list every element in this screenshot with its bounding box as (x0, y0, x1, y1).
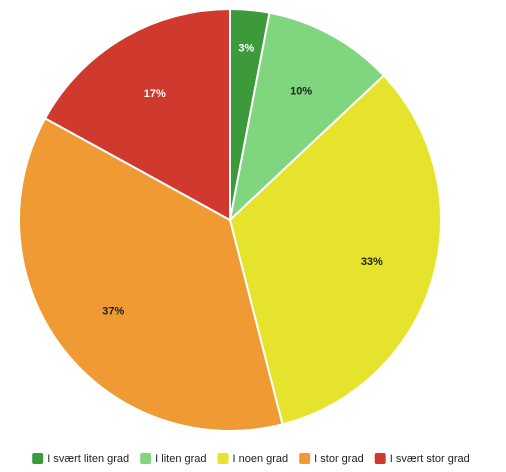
legend-item-i-liten-grad: I liten grad (140, 453, 207, 465)
legend-swatch-i-stor-grad (299, 453, 311, 464)
legend-swatch-i-svaert-stor-grad (374, 453, 386, 464)
slice-label-i-svaert-liten-grad: 3% (238, 43, 254, 55)
legend-item-i-svaert-liten-grad: I svært liten grad (32, 453, 129, 465)
slice-label-i-noen-grad: 33% (361, 256, 383, 268)
legend-label-i-svaert-stor-grad: I svært stor grad (390, 453, 470, 465)
legend-item-i-stor-grad: I stor grad (299, 453, 364, 465)
pie-slices (18, 7, 442, 432)
legend-item-i-noen-grad: I noen grad (217, 453, 289, 465)
slice-label-i-liten-grad: 10% (290, 86, 312, 98)
pie-slice-i-noen-grad (228, 74, 442, 426)
pie-slice-i-liten-grad (228, 11, 386, 223)
pie-labels: 3% 10% 33% 37% 17% (102, 43, 383, 318)
legend-label-i-liten-grad: I liten grad (155, 453, 206, 465)
legend-item-i-svaert-stor-grad: I svært stor grad (374, 453, 470, 465)
pie-slice-i-stor-grad (18, 116, 284, 432)
legend-label-i-noen-grad: I noen grad (233, 453, 289, 465)
legend-swatch-i-noen-grad (217, 453, 229, 464)
legend: I svært liten grad I liten grad I noen gra… (32, 453, 470, 465)
legend-swatch-i-liten-grad (140, 453, 152, 464)
slice-label-i-svaert-stor-grad: 17% (144, 88, 166, 100)
legend-swatch-i-svaert-liten-grad (32, 453, 44, 464)
slice-label-i-stor-grad: 37% (102, 306, 124, 318)
legend-label-i-svaert-liten-grad: I svært liten grad (47, 453, 129, 465)
pie-slice-i-svaert-stor-grad (43, 7, 231, 222)
legend-label-i-stor-grad: I stor grad (314, 453, 364, 465)
